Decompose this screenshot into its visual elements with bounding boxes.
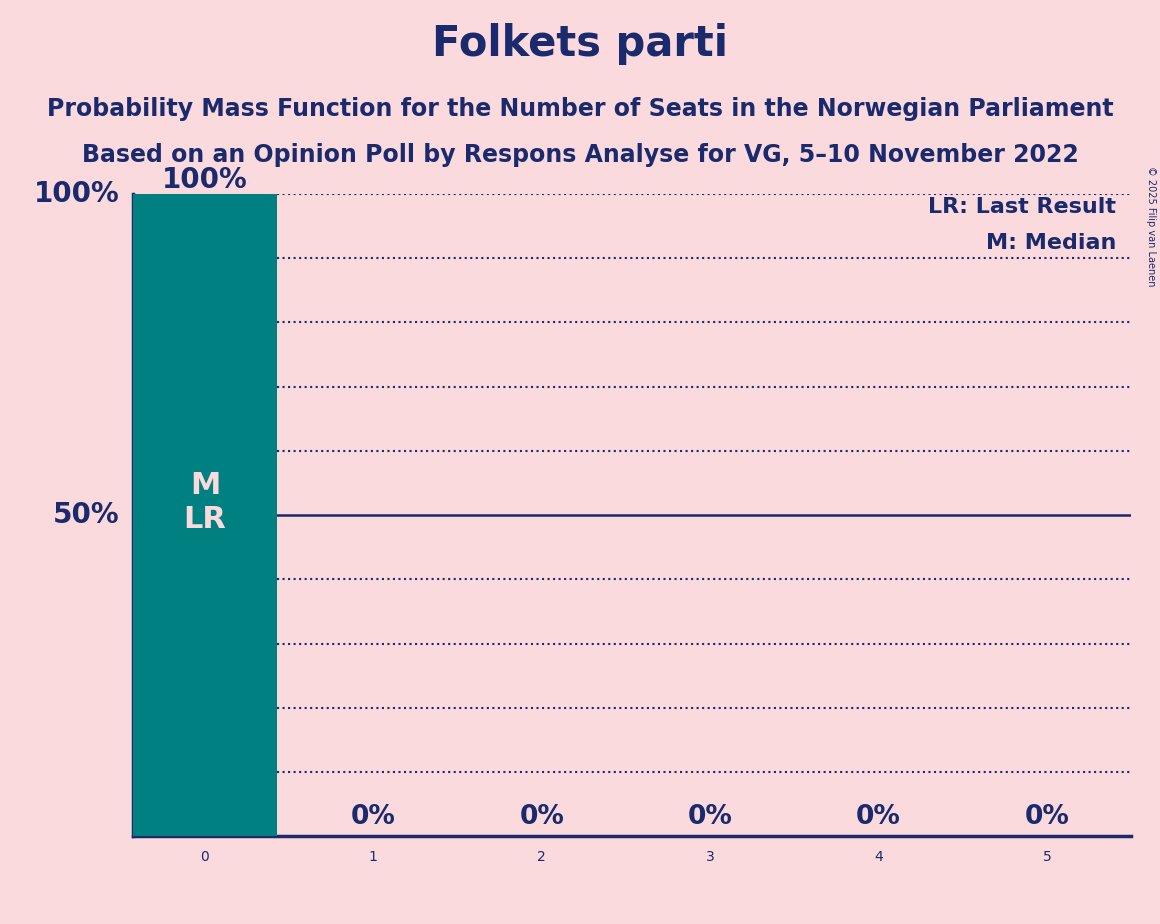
Text: 0%: 0%: [350, 804, 396, 830]
Text: 0%: 0%: [520, 804, 564, 830]
Text: M
LR: M LR: [183, 471, 226, 533]
Text: Based on an Opinion Poll by Respons Analyse for VG, 5–10 November 2022: Based on an Opinion Poll by Respons Anal…: [81, 143, 1079, 167]
Text: 100%: 100%: [162, 166, 248, 194]
Text: 50%: 50%: [53, 501, 119, 529]
Bar: [133, 194, 276, 836]
Text: LR: Last Result: LR: Last Result: [928, 197, 1116, 217]
Text: 0%: 0%: [688, 804, 732, 830]
Text: Probability Mass Function for the Number of Seats in the Norwegian Parliament: Probability Mass Function for the Number…: [46, 97, 1114, 121]
Text: Folkets parti: Folkets parti: [432, 23, 728, 65]
Text: M: Median: M: Median: [986, 233, 1116, 252]
Text: 0%: 0%: [856, 804, 901, 830]
Text: 0%: 0%: [1024, 804, 1070, 830]
Text: 100%: 100%: [34, 180, 119, 208]
Text: © 2025 Filip van Laenen: © 2025 Filip van Laenen: [1146, 166, 1155, 286]
